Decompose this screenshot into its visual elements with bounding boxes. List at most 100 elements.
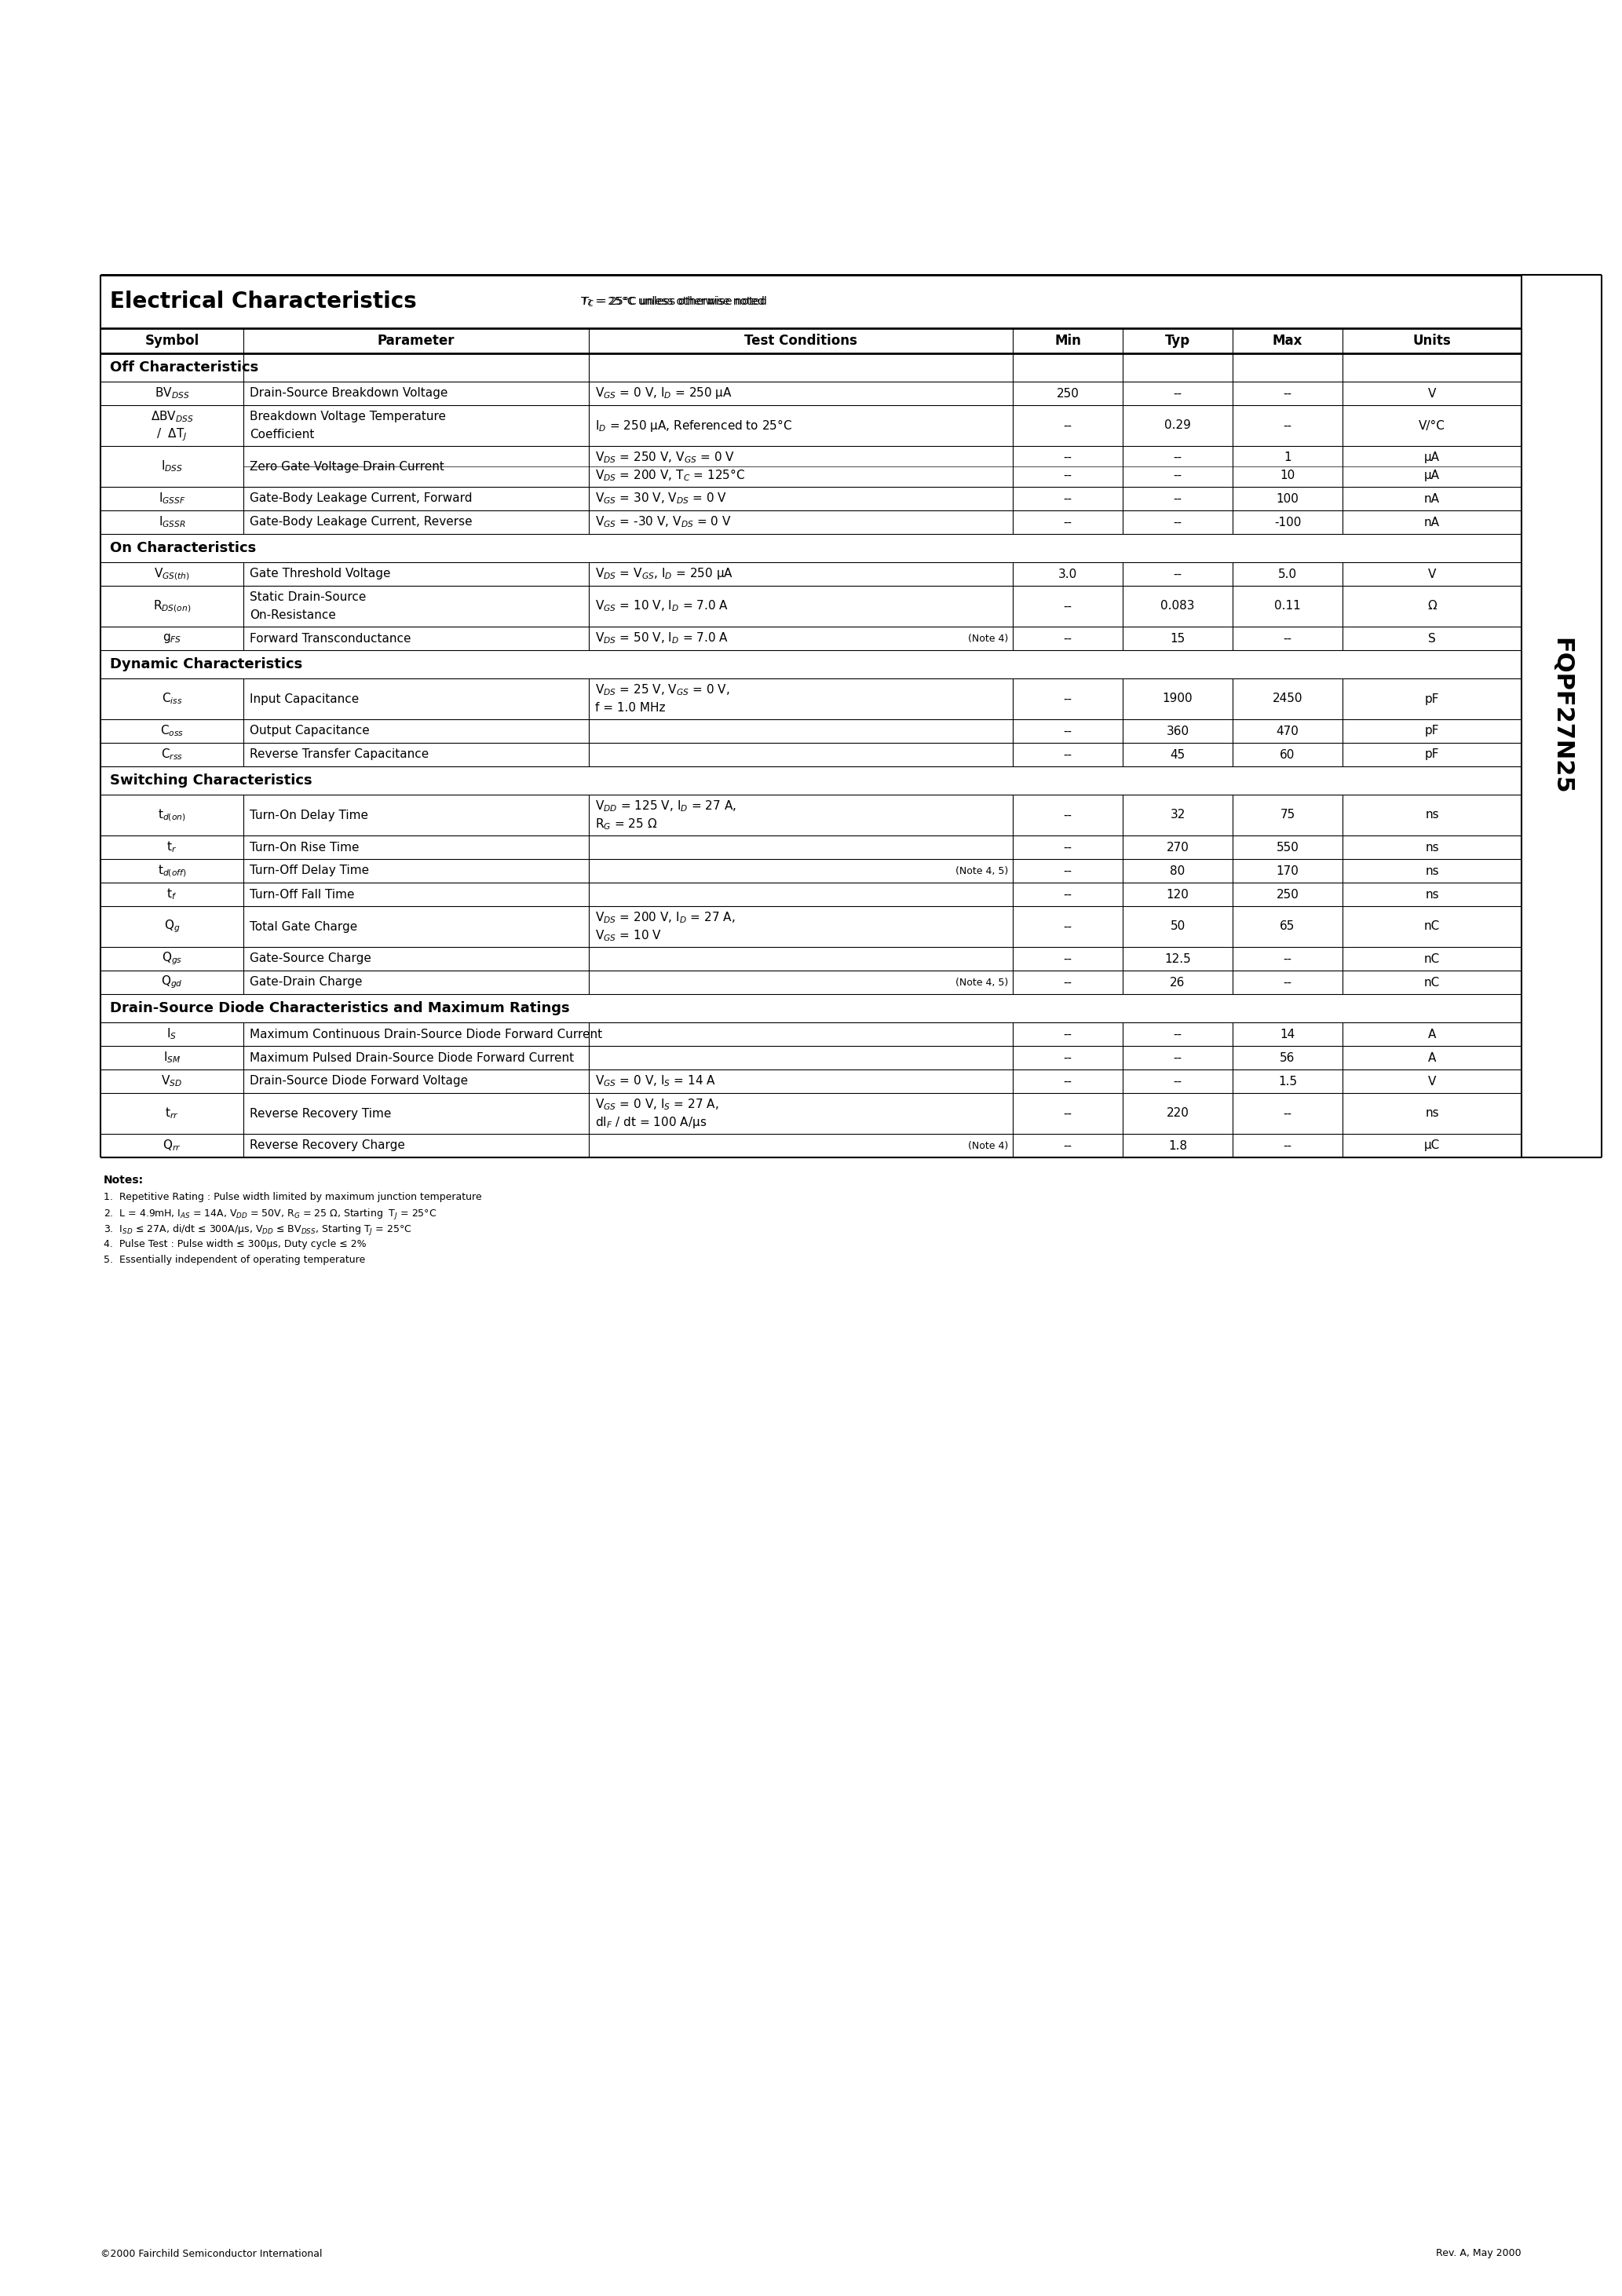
Text: --: -- [1173,468,1182,482]
Text: Gate-Body Leakage Current, Forward: Gate-Body Leakage Current, Forward [250,494,472,505]
Text: /  ΔT$_{J}$: / ΔT$_{J}$ [156,427,188,443]
Text: Notes:: Notes: [104,1176,144,1185]
Text: t$_{rr}$: t$_{rr}$ [165,1107,178,1120]
Text: --: -- [1064,1075,1072,1086]
Text: A: A [1427,1052,1435,1063]
Text: I$_{DSS}$: I$_{DSS}$ [161,459,183,473]
Text: 0.29: 0.29 [1165,420,1191,432]
Text: ns: ns [1426,1107,1439,1120]
Text: 80: 80 [1169,866,1186,877]
Text: Rev. A, May 2000: Rev. A, May 2000 [1435,2248,1521,2259]
Text: 1.5: 1.5 [1278,1075,1298,1086]
Text: --: -- [1064,452,1072,464]
Text: --: -- [1064,889,1072,900]
Text: V$_{GS}$ = 10 V, I$_{D}$ = 7.0 A: V$_{GS}$ = 10 V, I$_{D}$ = 7.0 A [595,599,728,613]
Text: Switching Characteristics: Switching Characteristics [110,774,311,788]
Text: Output Capacitance: Output Capacitance [250,726,370,737]
Text: pF: pF [1424,726,1439,737]
Text: 170: 170 [1277,866,1299,877]
Text: BV$_{DSS}$: BV$_{DSS}$ [154,386,190,402]
Text: pF: pF [1424,748,1439,760]
Text: --: -- [1064,808,1072,822]
Text: Ω: Ω [1427,599,1437,613]
Text: μA: μA [1424,452,1440,464]
Text: V$_{DS}$ = 200 V, I$_{D}$ = 27 A,: V$_{DS}$ = 200 V, I$_{D}$ = 27 A, [595,909,735,925]
Text: 75: 75 [1280,808,1294,822]
Text: --: -- [1173,388,1182,400]
Text: 60: 60 [1280,748,1294,760]
Text: I$_{SM}$: I$_{SM}$ [164,1049,180,1065]
Text: Turn-Off Delay Time: Turn-Off Delay Time [250,866,370,877]
Text: Drain-Source Diode Forward Voltage: Drain-Source Diode Forward Voltage [250,1075,469,1086]
Text: Q$_{rr}$: Q$_{rr}$ [162,1139,182,1153]
Text: Parameter: Parameter [378,333,454,349]
Text: V/°C: V/°C [1419,420,1445,432]
Text: f = 1.0 MHz: f = 1.0 MHz [595,703,665,714]
Text: (Note 4): (Note 4) [968,1141,1007,1150]
Text: (Note 4): (Note 4) [968,634,1007,643]
Text: 26: 26 [1169,976,1186,987]
Text: 5.  Essentially independent of operating temperature: 5. Essentially independent of operating … [104,1256,365,1265]
Text: T₂ = 25°C unless otherwise noted: T₂ = 25°C unless otherwise noted [581,296,764,308]
Text: 3.  I$_{SD}$ ≤ 27A, di/dt ≤ 300A/μs, V$_{DD}$ ≤ BV$_{DSS}$, Starting T$_{J}$ = 2: 3. I$_{SD}$ ≤ 27A, di/dt ≤ 300A/μs, V$_{… [104,1224,412,1238]
Text: --: -- [1064,517,1072,528]
Text: Electrical Characteristics: Electrical Characteristics [110,292,417,312]
Text: Max: Max [1273,333,1302,349]
Text: V$_{GS(th)}$: V$_{GS(th)}$ [154,567,190,581]
Text: --: -- [1283,388,1291,400]
Text: I$_{GSSF}$: I$_{GSSF}$ [159,491,185,505]
Text: -100: -100 [1273,517,1301,528]
Text: Turn-On Rise Time: Turn-On Rise Time [250,840,358,854]
Text: 1.8: 1.8 [1168,1139,1187,1153]
Text: --: -- [1283,631,1291,645]
Text: 220: 220 [1166,1107,1189,1120]
Text: Static Drain-Source: Static Drain-Source [250,592,367,604]
Text: nC: nC [1424,921,1440,932]
Text: Dynamic Characteristics: Dynamic Characteristics [110,657,302,670]
Text: (Note 4, 5): (Note 4, 5) [955,866,1007,875]
Text: V$_{GS}$ = 0 V, I$_{S}$ = 14 A: V$_{GS}$ = 0 V, I$_{S}$ = 14 A [595,1075,717,1088]
Text: FQPF27N25: FQPF27N25 [1551,638,1573,794]
Text: 270: 270 [1166,840,1189,854]
Text: Q$_{g}$: Q$_{g}$ [164,918,180,934]
Text: μA: μA [1424,468,1440,482]
Text: g$_{FS}$: g$_{FS}$ [162,631,182,645]
Text: 12.5: 12.5 [1165,953,1191,964]
Text: Q$_{gs}$: Q$_{gs}$ [162,951,182,967]
Text: Maximum Pulsed Drain-Source Diode Forward Current: Maximum Pulsed Drain-Source Diode Forwar… [250,1052,574,1063]
Text: Coefficient: Coefficient [250,429,315,441]
Text: V$_{GS}$ = -30 V, V$_{DS}$ = 0 V: V$_{GS}$ = -30 V, V$_{DS}$ = 0 V [595,514,732,530]
Text: V$_{SD}$: V$_{SD}$ [161,1075,183,1088]
Text: Gate Threshold Voltage: Gate Threshold Voltage [250,567,391,581]
Text: On Characteristics: On Characteristics [110,542,256,556]
Text: Min: Min [1054,333,1080,349]
Text: 2.  L = 4.9mH, I$_{AS}$ = 14A, V$_{DD}$ = 50V, R$_{G}$ = 25 Ω, Starting  T$_{J}$: 2. L = 4.9mH, I$_{AS}$ = 14A, V$_{DD}$ =… [104,1208,436,1221]
Text: --: -- [1173,517,1182,528]
Text: 0.083: 0.083 [1161,599,1195,613]
Text: Gate-Drain Charge: Gate-Drain Charge [250,976,362,987]
Text: --: -- [1173,452,1182,464]
Text: Maximum Continuous Drain-Source Diode Forward Current: Maximum Continuous Drain-Source Diode Fo… [250,1029,602,1040]
Text: --: -- [1064,1029,1072,1040]
Text: Test Conditions: Test Conditions [744,333,858,349]
Text: V$_{GS}$ = 0 V, I$_{S}$ = 27 A,: V$_{GS}$ = 0 V, I$_{S}$ = 27 A, [595,1097,719,1111]
Text: 5.0: 5.0 [1278,567,1298,581]
Text: 56: 56 [1280,1052,1294,1063]
Text: C$_{oss}$: C$_{oss}$ [161,723,183,739]
Text: V$_{DD}$ = 125 V, I$_{D}$ = 27 A,: V$_{DD}$ = 125 V, I$_{D}$ = 27 A, [595,799,736,813]
Text: Turn-Off Fall Time: Turn-Off Fall Time [250,889,355,900]
Text: Forward Transconductance: Forward Transconductance [250,631,410,645]
Text: --: -- [1173,1029,1182,1040]
Text: 15: 15 [1169,631,1186,645]
Text: $T_C$ = 25°C unless otherwise noted: $T_C$ = 25°C unless otherwise noted [581,294,767,308]
Text: 50: 50 [1169,921,1186,932]
Text: Breakdown Voltage Temperature: Breakdown Voltage Temperature [250,411,446,422]
Text: 2450: 2450 [1272,693,1302,705]
Text: V$_{GS}$ = 10 V: V$_{GS}$ = 10 V [595,928,662,944]
Text: V$_{GS}$ = 0 V, I$_{D}$ = 250 μA: V$_{GS}$ = 0 V, I$_{D}$ = 250 μA [595,386,733,402]
Text: t$_{r}$: t$_{r}$ [167,840,177,854]
Text: nC: nC [1424,976,1440,987]
Text: nC: nC [1424,953,1440,964]
Text: --: -- [1064,921,1072,932]
Text: 550: 550 [1277,840,1299,854]
